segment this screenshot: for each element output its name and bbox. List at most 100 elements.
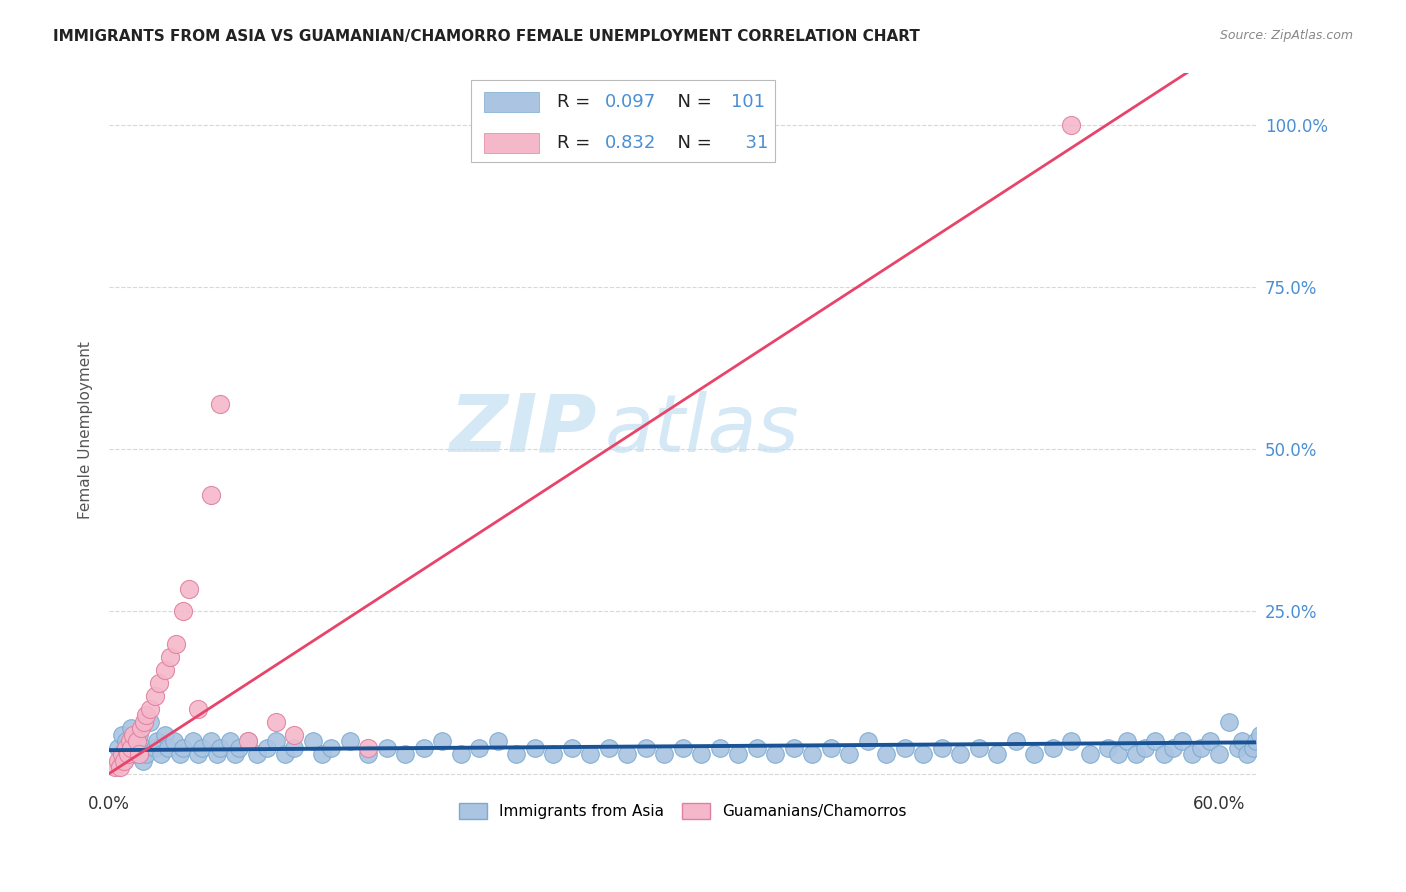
Point (856, 734, 879, 748)
Point (107, 740, 129, 755)
Point (146, 734, 169, 748)
Point (986, 747, 1008, 761)
Point (181, 734, 204, 748)
Point (209, 740, 232, 755)
Point (339, 734, 361, 748)
Point (134, 714, 156, 729)
Point (163, 734, 186, 748)
Point (264, 734, 287, 748)
Text: 0.832: 0.832 (605, 134, 657, 152)
FancyBboxPatch shape (484, 92, 540, 112)
Point (218, 734, 240, 748)
Point (357, 747, 380, 761)
Text: N =: N = (665, 134, 717, 152)
Point (118, 734, 141, 748)
Point (111, 728, 134, 742)
Point (652, 747, 675, 761)
Point (1078, 747, 1101, 761)
Point (1125, 747, 1147, 761)
Point (1189, 740, 1212, 755)
Point (1249, 728, 1271, 742)
Text: atlas: atlas (605, 391, 800, 468)
Point (177, 582, 200, 596)
Point (1226, 740, 1249, 755)
Point (820, 740, 842, 755)
Point (112, 754, 135, 768)
Point (256, 740, 278, 755)
Point (169, 747, 191, 761)
Point (157, 740, 180, 755)
Point (1181, 747, 1204, 761)
Point (115, 734, 138, 748)
Point (120, 740, 142, 755)
Point (117, 747, 139, 761)
Point (1143, 734, 1166, 748)
Point (145, 689, 167, 703)
Text: Source: ZipAtlas.com: Source: ZipAtlas.com (1219, 29, 1353, 42)
Point (1208, 747, 1230, 761)
Point (1135, 740, 1157, 755)
Point (543, 747, 565, 761)
Point (122, 740, 145, 755)
Point (200, 487, 222, 501)
Point (709, 740, 731, 755)
Point (150, 747, 173, 761)
Point (1171, 734, 1194, 748)
Text: 31: 31 (734, 134, 769, 152)
Point (1005, 734, 1028, 748)
Text: 101: 101 (731, 93, 765, 111)
Point (912, 747, 935, 761)
Point (228, 740, 250, 755)
Point (283, 728, 305, 742)
Point (1042, 740, 1064, 755)
Point (117, 747, 139, 761)
Point (1097, 740, 1119, 755)
Point (311, 747, 333, 761)
Point (172, 740, 194, 755)
Point (579, 747, 602, 761)
Point (801, 747, 824, 761)
Point (135, 708, 157, 723)
Text: R =: R = (557, 93, 596, 111)
Point (110, 760, 132, 774)
Text: R =: R = (557, 134, 596, 152)
Point (124, 747, 146, 761)
Point (139, 701, 162, 715)
FancyBboxPatch shape (484, 133, 540, 153)
FancyBboxPatch shape (471, 80, 775, 162)
Point (129, 721, 152, 735)
Point (523, 740, 546, 755)
Point (450, 747, 472, 761)
Point (112, 754, 135, 768)
Legend: Immigrants from Asia, Guamanians/Chamorros: Immigrants from Asia, Guamanians/Chamorr… (453, 797, 912, 825)
Point (236, 734, 259, 748)
Point (1230, 734, 1253, 748)
Point (128, 747, 150, 761)
Point (148, 675, 170, 690)
Point (145, 740, 167, 755)
Point (122, 728, 145, 742)
Point (187, 701, 209, 715)
Point (432, 734, 454, 748)
Point (159, 649, 181, 664)
Point (1218, 714, 1240, 729)
Point (131, 754, 153, 768)
Point (135, 747, 157, 761)
Point (125, 734, 148, 748)
Point (634, 740, 657, 755)
Point (561, 740, 583, 755)
Point (1236, 747, 1258, 761)
Point (967, 740, 990, 755)
Text: IMMIGRANTS FROM ASIA VS GUAMANIAN/CHAMORRO FEMALE UNEMPLOYMENT CORRELATION CHART: IMMIGRANTS FROM ASIA VS GUAMANIAN/CHAMOR… (53, 29, 921, 44)
Point (246, 747, 269, 761)
Point (1161, 740, 1184, 755)
Point (209, 397, 232, 411)
Point (321, 740, 343, 755)
Point (1115, 734, 1137, 748)
Point (153, 663, 176, 677)
Point (165, 637, 187, 651)
Point (1246, 734, 1268, 748)
Point (672, 740, 695, 755)
Point (274, 747, 297, 761)
Point (690, 747, 713, 761)
